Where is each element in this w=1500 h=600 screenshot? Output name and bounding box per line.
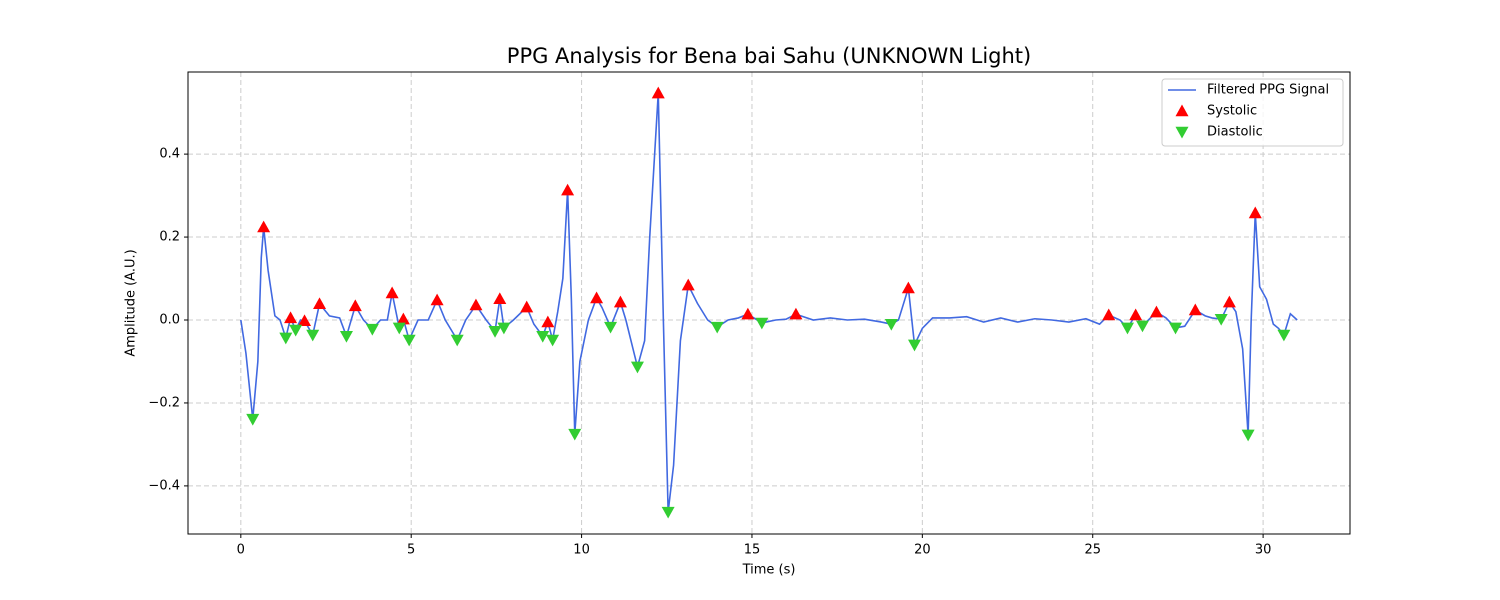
marker [1277, 329, 1291, 342]
marker [630, 361, 644, 374]
marker [1188, 303, 1202, 316]
marker [306, 329, 320, 342]
legend-label: Systolic [1207, 104, 1257, 119]
marker [396, 312, 410, 325]
marker [1120, 322, 1134, 335]
marker [755, 317, 769, 330]
legend-swatch [1175, 104, 1189, 117]
y-tick-label: −0.4 [148, 478, 180, 493]
marker [365, 323, 379, 336]
y-tick-label: −0.2 [148, 395, 180, 410]
marker [568, 428, 582, 441]
x-axis-label: Time (s) [742, 563, 796, 578]
marker [651, 86, 665, 99]
marker [450, 334, 464, 347]
legend-swatch [1175, 126, 1189, 139]
marker [1248, 206, 1262, 219]
marker [497, 322, 511, 335]
marker [279, 332, 293, 345]
marker [604, 321, 618, 334]
marker [536, 330, 550, 343]
chart-title: PPG Analysis for Bena bai Sahu (UNKNOWN … [507, 44, 1031, 68]
marker [1102, 308, 1116, 321]
marker [385, 286, 399, 299]
marker [493, 292, 507, 305]
marker [590, 291, 604, 304]
marker [884, 318, 898, 331]
marker [1222, 295, 1236, 308]
marker [1241, 429, 1255, 442]
marker [1214, 313, 1228, 326]
marker [908, 339, 922, 352]
y-tick-label: 0.2 [159, 230, 180, 245]
plot-frame [187, 71, 1351, 535]
x-tick-label: 30 [1255, 543, 1272, 558]
marker [246, 413, 260, 426]
marker [1169, 322, 1183, 335]
y-tick-label: 0.4 [159, 147, 180, 162]
marker [741, 307, 755, 320]
marker [348, 299, 362, 312]
legend-label: Diastolic [1207, 125, 1263, 140]
x-tick-label: 25 [1084, 543, 1101, 558]
marker [1149, 305, 1163, 318]
marker [613, 295, 627, 308]
marker [469, 298, 483, 311]
signal-line [240, 93, 1298, 513]
marker [681, 278, 695, 291]
marker [561, 183, 575, 196]
y-tick-label: 0.0 [159, 313, 180, 328]
legend-label: Filtered PPG Signal [1207, 83, 1329, 98]
marker [1135, 320, 1149, 333]
marker [710, 321, 724, 334]
marker [339, 330, 353, 343]
marker [284, 311, 298, 324]
marker [488, 326, 502, 338]
y-axis-label: Amplitude (A.U.) [124, 249, 139, 356]
marker [546, 334, 560, 347]
marker [289, 324, 303, 337]
marker [1129, 308, 1143, 321]
marker [392, 322, 406, 335]
marker [313, 297, 327, 310]
marker [901, 281, 915, 294]
marker [257, 220, 271, 233]
x-tick-label: 0 [237, 543, 245, 558]
marker [789, 307, 803, 320]
x-tick-label: 10 [573, 543, 590, 558]
marker [402, 334, 416, 347]
marker [520, 300, 534, 313]
marker [430, 293, 444, 306]
marker [661, 506, 675, 519]
marker [298, 314, 312, 327]
marker [541, 315, 555, 328]
legend-box [1161, 78, 1344, 147]
x-tick-label: 5 [407, 543, 415, 558]
x-tick-label: 15 [744, 543, 761, 558]
x-tick-label: 20 [914, 543, 931, 558]
